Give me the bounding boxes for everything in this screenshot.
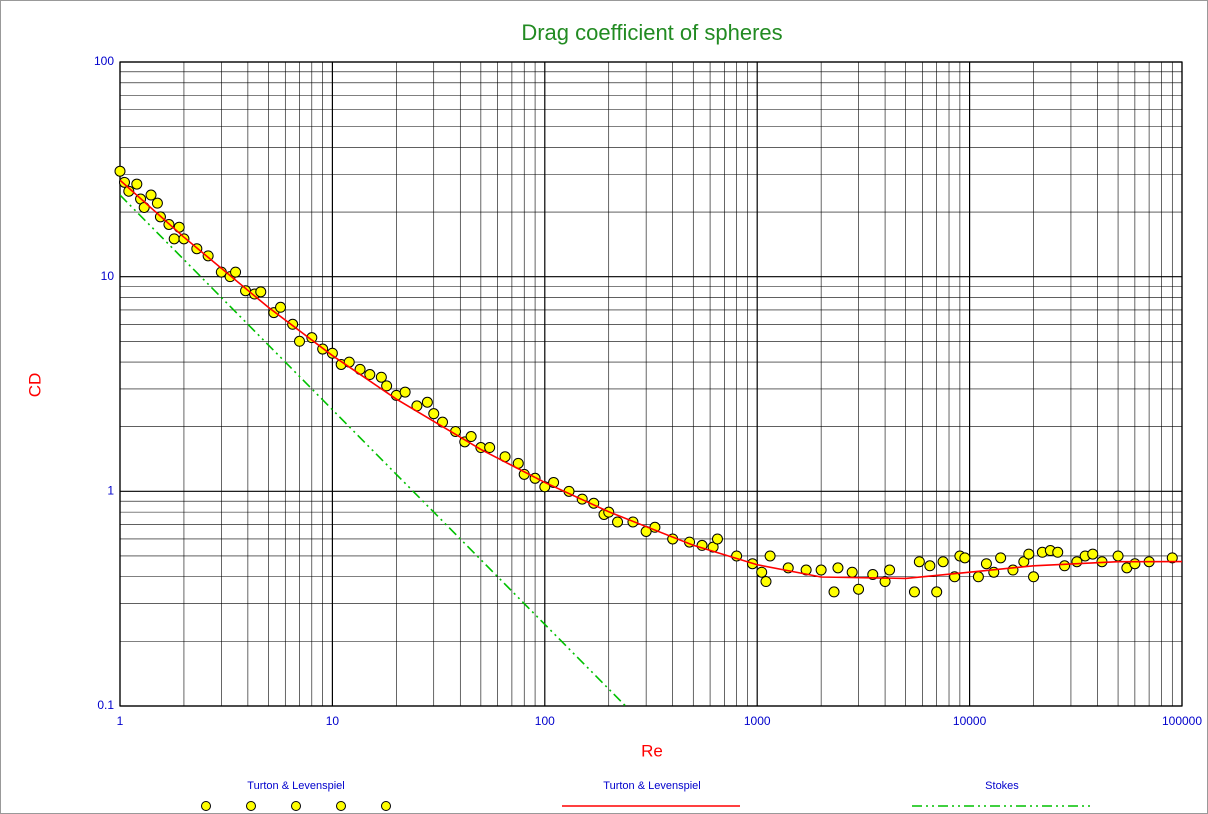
point (995, 552, 1007, 564)
point (760, 576, 772, 588)
point (375, 371, 387, 383)
point (980, 558, 992, 570)
legend-label: Turton & Levenspiel (603, 780, 700, 792)
point (815, 564, 827, 576)
point (800, 564, 812, 576)
point (484, 442, 496, 454)
point (131, 178, 143, 190)
point (1087, 548, 1099, 560)
legend-symbol (201, 801, 211, 811)
point (832, 562, 844, 574)
point (119, 176, 131, 188)
point (1112, 550, 1124, 562)
y-tick-label: 0.1 (97, 698, 114, 712)
point (306, 332, 318, 344)
point (326, 347, 338, 359)
point (972, 571, 984, 583)
point (123, 185, 135, 197)
point (913, 556, 925, 568)
y-tick-label: 10 (101, 269, 115, 283)
point (828, 586, 840, 598)
legend-label: Stokes (985, 780, 1019, 792)
point (884, 564, 896, 576)
point (612, 516, 624, 528)
legend-symbol (336, 801, 346, 811)
x-tick-label: 100000 (1162, 714, 1202, 728)
x-axis-label: Re (641, 741, 663, 760)
chart-title: Drag coefficient of spheres (521, 20, 782, 45)
plot-border (119, 61, 1183, 707)
point (168, 233, 180, 245)
point (867, 568, 879, 580)
point (846, 566, 858, 578)
point (937, 556, 949, 568)
point (1166, 552, 1178, 564)
legend-label: Turton & Levenspiel (247, 780, 344, 792)
point (1023, 548, 1035, 560)
x-tick-label: 10 (326, 714, 340, 728)
y-tick-label: 1 (107, 484, 114, 498)
point (931, 586, 943, 598)
x-tick-label: 1000 (744, 714, 771, 728)
point (230, 266, 242, 278)
point (764, 550, 776, 562)
legend-symbol (381, 801, 391, 811)
x-tick-label: 1 (117, 714, 124, 728)
point (1028, 571, 1040, 583)
point (381, 380, 393, 392)
point (428, 408, 440, 420)
point (293, 335, 305, 347)
point (1007, 564, 1019, 576)
line (120, 179, 1182, 580)
point (151, 197, 163, 209)
x-tick-label: 10000 (953, 714, 987, 728)
point (711, 533, 723, 545)
point (1059, 560, 1071, 572)
line (120, 194, 627, 706)
point (1052, 546, 1064, 558)
x-tick-label: 100 (535, 714, 555, 728)
legend-symbol (246, 801, 256, 811)
point (178, 233, 190, 245)
point (255, 286, 267, 298)
point (756, 566, 768, 578)
point (908, 586, 920, 598)
y-axis-label: CD (25, 373, 44, 398)
point (145, 189, 157, 201)
point (275, 301, 287, 313)
point (853, 583, 865, 595)
point (364, 369, 376, 381)
point (114, 165, 126, 177)
y-tick-label: 100 (94, 54, 114, 68)
point (421, 396, 433, 408)
point (924, 560, 936, 572)
point (465, 431, 477, 443)
legend-symbol (291, 801, 301, 811)
point (959, 552, 971, 564)
point (437, 416, 449, 428)
point (879, 576, 891, 588)
point (399, 386, 411, 398)
point (1129, 558, 1141, 570)
